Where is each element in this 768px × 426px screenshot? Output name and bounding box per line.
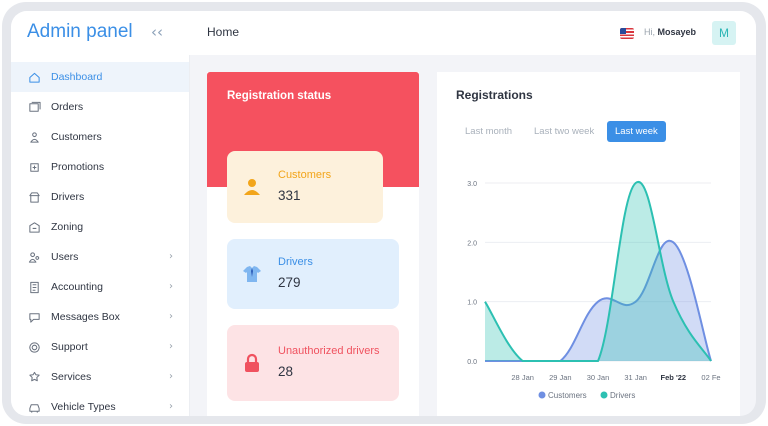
legend-label-drivers: Drivers <box>610 391 635 400</box>
double-chevron-left-icon[interactable]: ‹‹ <box>151 23 163 41</box>
x-tick-label: Feb '22 <box>661 373 687 382</box>
sidebar-item-users[interactable]: Users › <box>11 242 189 272</box>
stat-label: Drivers <box>278 256 313 268</box>
admin-app: Admin panel ‹‹ Dashboard Orders Customers P… <box>11 11 756 416</box>
sidebar-item-support[interactable]: Support › <box>11 332 189 362</box>
legend-marker-customers <box>538 391 546 399</box>
series-line-drivers <box>484 181 712 362</box>
greeting-text: Hi, <box>644 27 655 37</box>
sidebar-item-customers[interactable]: Customers <box>11 122 189 152</box>
home-icon <box>27 70 41 84</box>
sidebar-item-label: Customers <box>51 131 102 143</box>
customers-icon <box>27 130 41 144</box>
chevron-right-icon: › <box>169 401 173 412</box>
vehicle-icon <box>27 400 41 414</box>
person-icon <box>241 176 263 198</box>
y-tick-label: 3.0 <box>467 181 477 188</box>
user-greeting: Hi, Mosayeb <box>644 27 696 37</box>
sidebar-item-label: Vehicle Types <box>51 401 116 413</box>
y-tick-label: 0.0 <box>467 359 477 366</box>
sidebar-item-label: Support <box>51 341 88 353</box>
sidebar-item-drivers[interactable]: Drivers <box>11 182 189 212</box>
legend-marker-drivers <box>600 391 608 399</box>
stat-card-customers[interactable]: Customers 331 <box>227 151 383 223</box>
stat-value: 28 <box>278 364 294 379</box>
tab-last-two-week[interactable]: Last two week <box>534 126 595 137</box>
lock-icon <box>241 352 263 374</box>
tab-last-week[interactable]: Last week <box>607 121 666 142</box>
chevron-right-icon: › <box>169 341 173 352</box>
registrations-panel: Registrations Last month Last two week Las… <box>437 72 740 416</box>
stat-card-drivers[interactable]: Drivers 279 <box>227 239 399 309</box>
registration-status-title: Registration status <box>227 90 332 102</box>
sidebar-item-label: Promotions <box>51 161 105 173</box>
promotions-icon <box>27 160 41 174</box>
chevron-right-icon: › <box>169 371 173 382</box>
sidebar-item-label: Drivers <box>51 191 85 203</box>
sidebar-item-messages-box[interactable]: Messages Box › <box>11 302 189 332</box>
tab-last-month[interactable]: Last month <box>465 126 512 137</box>
username: Mosayeb <box>657 27 697 37</box>
x-tick-label: 31 Jan <box>624 373 647 382</box>
support-icon <box>27 340 41 354</box>
sidebar-item-services[interactable]: Services › <box>11 362 189 392</box>
sidebar-nav: Dashboard Orders Customers Promotions Driver… <box>11 62 189 416</box>
stat-value: 331 <box>278 188 301 203</box>
sidebar-item-label: Dashboard <box>51 71 103 83</box>
sidebar-item-promotions[interactable]: Promotions <box>11 152 189 182</box>
top-bar: Home Hi, Mosayeb M <box>189 11 756 55</box>
registrations-title: Registrations <box>456 88 533 102</box>
driver-shirt-icon <box>241 263 263 285</box>
sidebar-item-dashboard[interactable]: Dashboard <box>11 62 189 92</box>
sidebar-item-label: Zoning <box>51 221 84 233</box>
services-icon <box>27 370 41 384</box>
avatar[interactable]: M <box>712 21 736 45</box>
drivers-icon <box>27 190 41 204</box>
sidebar-item-label: Services <box>51 371 92 383</box>
sidebar: Admin panel ‹‹ Dashboard Orders Customers P… <box>11 11 190 416</box>
orders-icon <box>27 100 41 114</box>
chevron-right-icon: › <box>169 251 173 262</box>
page-title: Home <box>207 25 240 39</box>
x-tick-label: 28 Jan <box>511 373 534 382</box>
us-flag-icon[interactable] <box>620 28 634 39</box>
messages-icon <box>27 310 41 324</box>
x-tick-label: 02 Fe <box>701 373 720 382</box>
chevron-right-icon: › <box>169 311 173 322</box>
accounting-icon <box>27 280 41 294</box>
stat-value: 279 <box>278 275 301 290</box>
stat-card-unauthorized-drivers[interactable]: Unauthorized drivers 28 <box>227 325 399 401</box>
x-tick-label: 29 Jan <box>549 373 572 382</box>
stat-label: Customers <box>278 169 332 181</box>
sidebar-item-label: Accounting <box>51 281 103 293</box>
sidebar-item-label: Orders <box>51 101 84 113</box>
legend-label-customers: Customers <box>548 391 587 400</box>
sidebar-item-label: Users <box>51 251 79 263</box>
stat-label: Unauthorized drivers <box>278 345 380 357</box>
sidebar-item-vehicle-types[interactable]: Vehicle Types › <box>11 392 189 416</box>
series-area-customers <box>485 240 711 361</box>
registrations-chart: 0.0 1.0 2.0 3.0 28 Jan 29 Jan 30 Jan 31 Jan Feb … <box>467 181 720 400</box>
chevron-right-icon: › <box>169 281 173 292</box>
zoning-icon <box>27 220 41 234</box>
sidebar-item-accounting[interactable]: Accounting › <box>11 272 189 302</box>
y-tick-label: 1.0 <box>467 300 477 307</box>
y-tick-label: 2.0 <box>467 240 477 247</box>
brand-title: Admin panel <box>27 21 133 42</box>
users-icon <box>27 250 41 264</box>
sidebar-item-orders[interactable]: Orders <box>11 92 189 122</box>
sidebar-item-label: Messages Box <box>51 311 120 323</box>
sidebar-item-zoning[interactable]: Zoning <box>11 212 189 242</box>
x-tick-label: 30 Jan <box>587 373 610 382</box>
